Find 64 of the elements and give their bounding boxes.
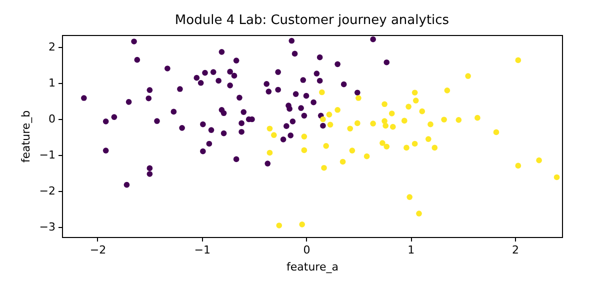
point [382,118,388,124]
point [370,120,376,126]
point [334,106,340,113]
point [390,124,396,130]
point [406,194,413,200]
point [319,89,325,96]
y-tick-label: 1 [48,76,56,90]
point [425,136,432,142]
point [456,117,462,123]
point [515,162,522,169]
point [412,90,418,96]
point [354,120,360,126]
x-tick-label: −1 [194,244,210,256]
point [270,132,277,138]
point [340,158,346,165]
point [349,148,356,154]
point [428,121,434,128]
point [419,108,426,114]
x-axis-title: feature_a [286,260,338,274]
point [327,122,334,128]
point [266,150,273,156]
point [326,112,332,118]
point [432,144,438,151]
point [444,88,450,94]
point [347,126,354,132]
point [384,144,390,150]
point [276,222,282,228]
point [465,73,471,79]
point [406,104,412,110]
point [321,164,327,171]
point [416,210,422,217]
x-tick-label: 1 [408,244,415,256]
point [401,118,408,124]
chart-title: Module 4 Lab: Customer journey analytics [174,13,450,28]
x-tick-label: 0 [303,244,310,256]
point [382,101,388,108]
y-axis-title: feature_b [19,110,32,163]
point [301,134,308,140]
x-tick-label: −2 [90,244,106,256]
point [536,157,542,164]
point [493,129,500,136]
point [380,140,386,146]
point [320,116,326,122]
point [266,126,273,132]
point [515,57,522,64]
point [323,142,330,149]
y-tick-label: −3 [39,220,56,234]
point [356,95,362,101]
y-tick-label: −2 [39,184,56,198]
point [404,144,410,151]
point [474,114,480,121]
point [554,174,560,180]
point [382,122,389,129]
point [412,98,419,104]
point [388,110,395,116]
x-tick-label: 2 [512,244,520,256]
y-tick-label: −1 [39,148,56,162]
point [441,116,447,123]
point [301,147,308,154]
point [412,140,418,147]
point [299,221,305,228]
y-tick-label: 0 [48,112,56,126]
y-tick-label: 2 [48,40,56,54]
point [364,153,370,160]
